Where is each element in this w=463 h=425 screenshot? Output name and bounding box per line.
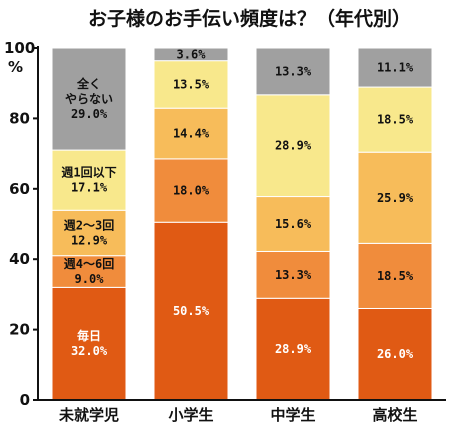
data-label: 週4〜6回 9.0% (64, 256, 114, 286)
data-label: 毎日 32.0% (71, 328, 108, 358)
data-label: 11.1% (377, 61, 414, 75)
data-label: 18.5% (377, 269, 414, 283)
data-label: 13.5% (173, 77, 210, 91)
bar-segment (255, 196, 331, 252)
bar-segment (357, 242, 433, 309)
data-label: 15.6% (275, 217, 312, 231)
bar-segment (51, 255, 127, 288)
bar-segment (153, 47, 229, 62)
data-label: 全くやらない 29.0% (65, 76, 113, 121)
x-tick-label: 高校生 (372, 406, 417, 424)
data-label: 週2〜3回 12.9% (64, 217, 114, 247)
bar-segment (153, 158, 229, 223)
data-label: 週1回以下 17.1% (61, 165, 116, 195)
bar-segment (51, 47, 127, 151)
bar-segment (357, 47, 433, 88)
y-axis-label: % (8, 58, 23, 76)
y-tick-label: 80 (9, 109, 30, 127)
bar-segment (153, 60, 229, 109)
data-label: 25.9% (377, 191, 414, 205)
data-label: 13.3% (275, 268, 312, 282)
bar-segment (255, 250, 331, 299)
y-tick-label: 20 (9, 321, 30, 339)
data-label: 3.6% (177, 47, 207, 61)
bar-segment (255, 47, 331, 96)
bar-segment (255, 94, 331, 198)
bar-segment (357, 151, 433, 244)
data-label: 50.5% (173, 304, 210, 318)
bar-segment (153, 221, 229, 401)
bar-segment (357, 307, 433, 401)
y-tick-label: 0 (20, 391, 30, 409)
x-tick-label: 未就学児 (58, 406, 119, 424)
y-tick-label: 100 (4, 39, 35, 57)
bar-segment (51, 209, 127, 257)
data-label: 18.5% (377, 113, 414, 127)
data-label: 13.3% (275, 64, 312, 78)
bar-segment (153, 107, 229, 160)
data-label: 18.0% (173, 184, 210, 198)
bar-segment (51, 286, 127, 401)
data-label: 14.4% (173, 127, 210, 141)
data-label: 26.0% (377, 347, 414, 361)
x-tick-label: 小学生 (168, 406, 213, 424)
data-label: 28.9% (275, 342, 312, 356)
data-label: 28.9% (275, 139, 312, 153)
bar-segment (255, 297, 331, 401)
y-tick-label: 40 (9, 250, 30, 268)
x-tick-label: 中学生 (270, 406, 315, 424)
chart-title: お子様のお手伝い頻度は？（年代別） (88, 8, 412, 30)
y-tick-label: 60 (9, 180, 30, 198)
bar-segment (51, 149, 127, 211)
